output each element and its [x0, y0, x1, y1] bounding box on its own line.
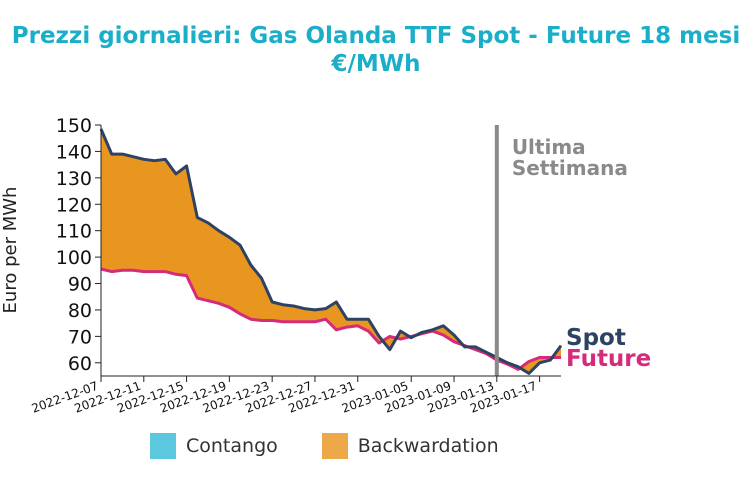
y-tick-label: 120 — [56, 194, 92, 216]
y-tick-label: 60 — [68, 353, 92, 375]
line-layer — [99, 128, 563, 375]
y-tick-label: 100 — [56, 247, 92, 269]
y-tick-label: 110 — [56, 221, 92, 243]
area-layer — [101, 129, 561, 374]
backwardation-swatch — [321, 433, 348, 459]
chart-title-line2: €/MWh — [331, 51, 421, 77]
legend-item-contango[interactable]: Contango — [150, 433, 278, 459]
y-tick-label: 130 — [56, 168, 92, 190]
legend: Contango Backwardation — [150, 433, 543, 459]
chart-title-line1: Prezzi giornalieri: Gas Olanda TTF Spot … — [11, 23, 741, 49]
legend-label-contango: Contango — [186, 435, 278, 457]
y-tick-label: 90 — [68, 274, 92, 296]
y-tick-label: 150 — [56, 115, 92, 137]
y-tick-label: 80 — [68, 300, 92, 322]
chart-title: Prezzi giornalieri: Gas Olanda TTF Spot … — [0, 22, 752, 78]
backwardation-area — [101, 129, 561, 374]
contango-swatch — [150, 433, 176, 459]
legend-label-backwardation: Backwardation — [357, 435, 499, 457]
y-tick-label: 70 — [68, 326, 92, 348]
y-axis-label: Euro per MWh — [0, 187, 21, 314]
y-tick-label: 140 — [56, 141, 92, 163]
future-end-label: Future — [566, 346, 651, 372]
legend-item-backwardation[interactable]: Backwardation — [321, 433, 499, 459]
week-marker-label: Settimana — [512, 156, 628, 180]
spot-line — [99, 128, 563, 375]
spot-end-label: Spot — [566, 325, 626, 351]
week-marker-label: Ultima — [512, 135, 586, 159]
